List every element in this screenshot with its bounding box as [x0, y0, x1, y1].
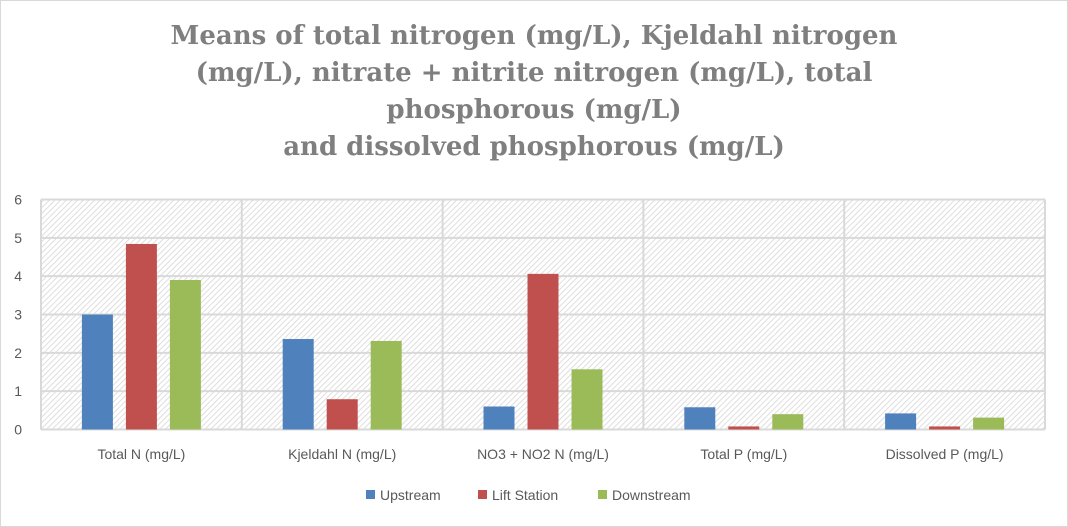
- y-tick-label: 3: [14, 307, 22, 323]
- x-tick-label: Total P (mg/L): [700, 446, 787, 462]
- bar-upstream: [282, 339, 314, 430]
- y-tick-label: 5: [14, 230, 22, 246]
- bar-upstream: [684, 407, 716, 430]
- y-tick-label: 6: [14, 192, 22, 208]
- bar-lift-station: [929, 426, 961, 430]
- x-tick-label: NO3 + NO2 N (mg/L): [477, 446, 609, 462]
- chart-title: Means of total nitrogen (mg/L), Kjeldahl…: [170, 21, 898, 162]
- bar-lift-station: [527, 273, 559, 430]
- x-tick-label: Total N (mg/L): [97, 446, 185, 462]
- bar-lift-station: [326, 399, 358, 430]
- legend-label: Upstream: [380, 487, 441, 503]
- bar-upstream: [81, 314, 113, 430]
- bar-downstream: [370, 340, 402, 430]
- y-tick-label: 0: [14, 422, 22, 438]
- legend-swatch: [598, 490, 607, 499]
- y-tick-label: 1: [14, 383, 22, 399]
- x-tick-label: Kjeldahl N (mg/L): [288, 446, 396, 462]
- legend-label: Downstream: [612, 487, 691, 503]
- x-tick-label: Dissolved P (mg/L): [886, 446, 1004, 462]
- bar-upstream: [483, 406, 515, 430]
- bar-downstream: [973, 417, 1005, 430]
- bar-lift-station: [728, 426, 760, 430]
- bar-upstream: [885, 413, 917, 430]
- legend-label: Lift Station: [492, 487, 558, 503]
- bar-downstream: [571, 369, 603, 430]
- bar-downstream: [772, 414, 804, 430]
- legend-swatch: [478, 490, 487, 499]
- y-tick-label: 2: [14, 345, 22, 361]
- legend-swatch: [366, 490, 375, 499]
- bar-lift-station: [125, 243, 157, 430]
- y-tick-label: 4: [14, 268, 22, 284]
- bar-downstream: [169, 280, 201, 430]
